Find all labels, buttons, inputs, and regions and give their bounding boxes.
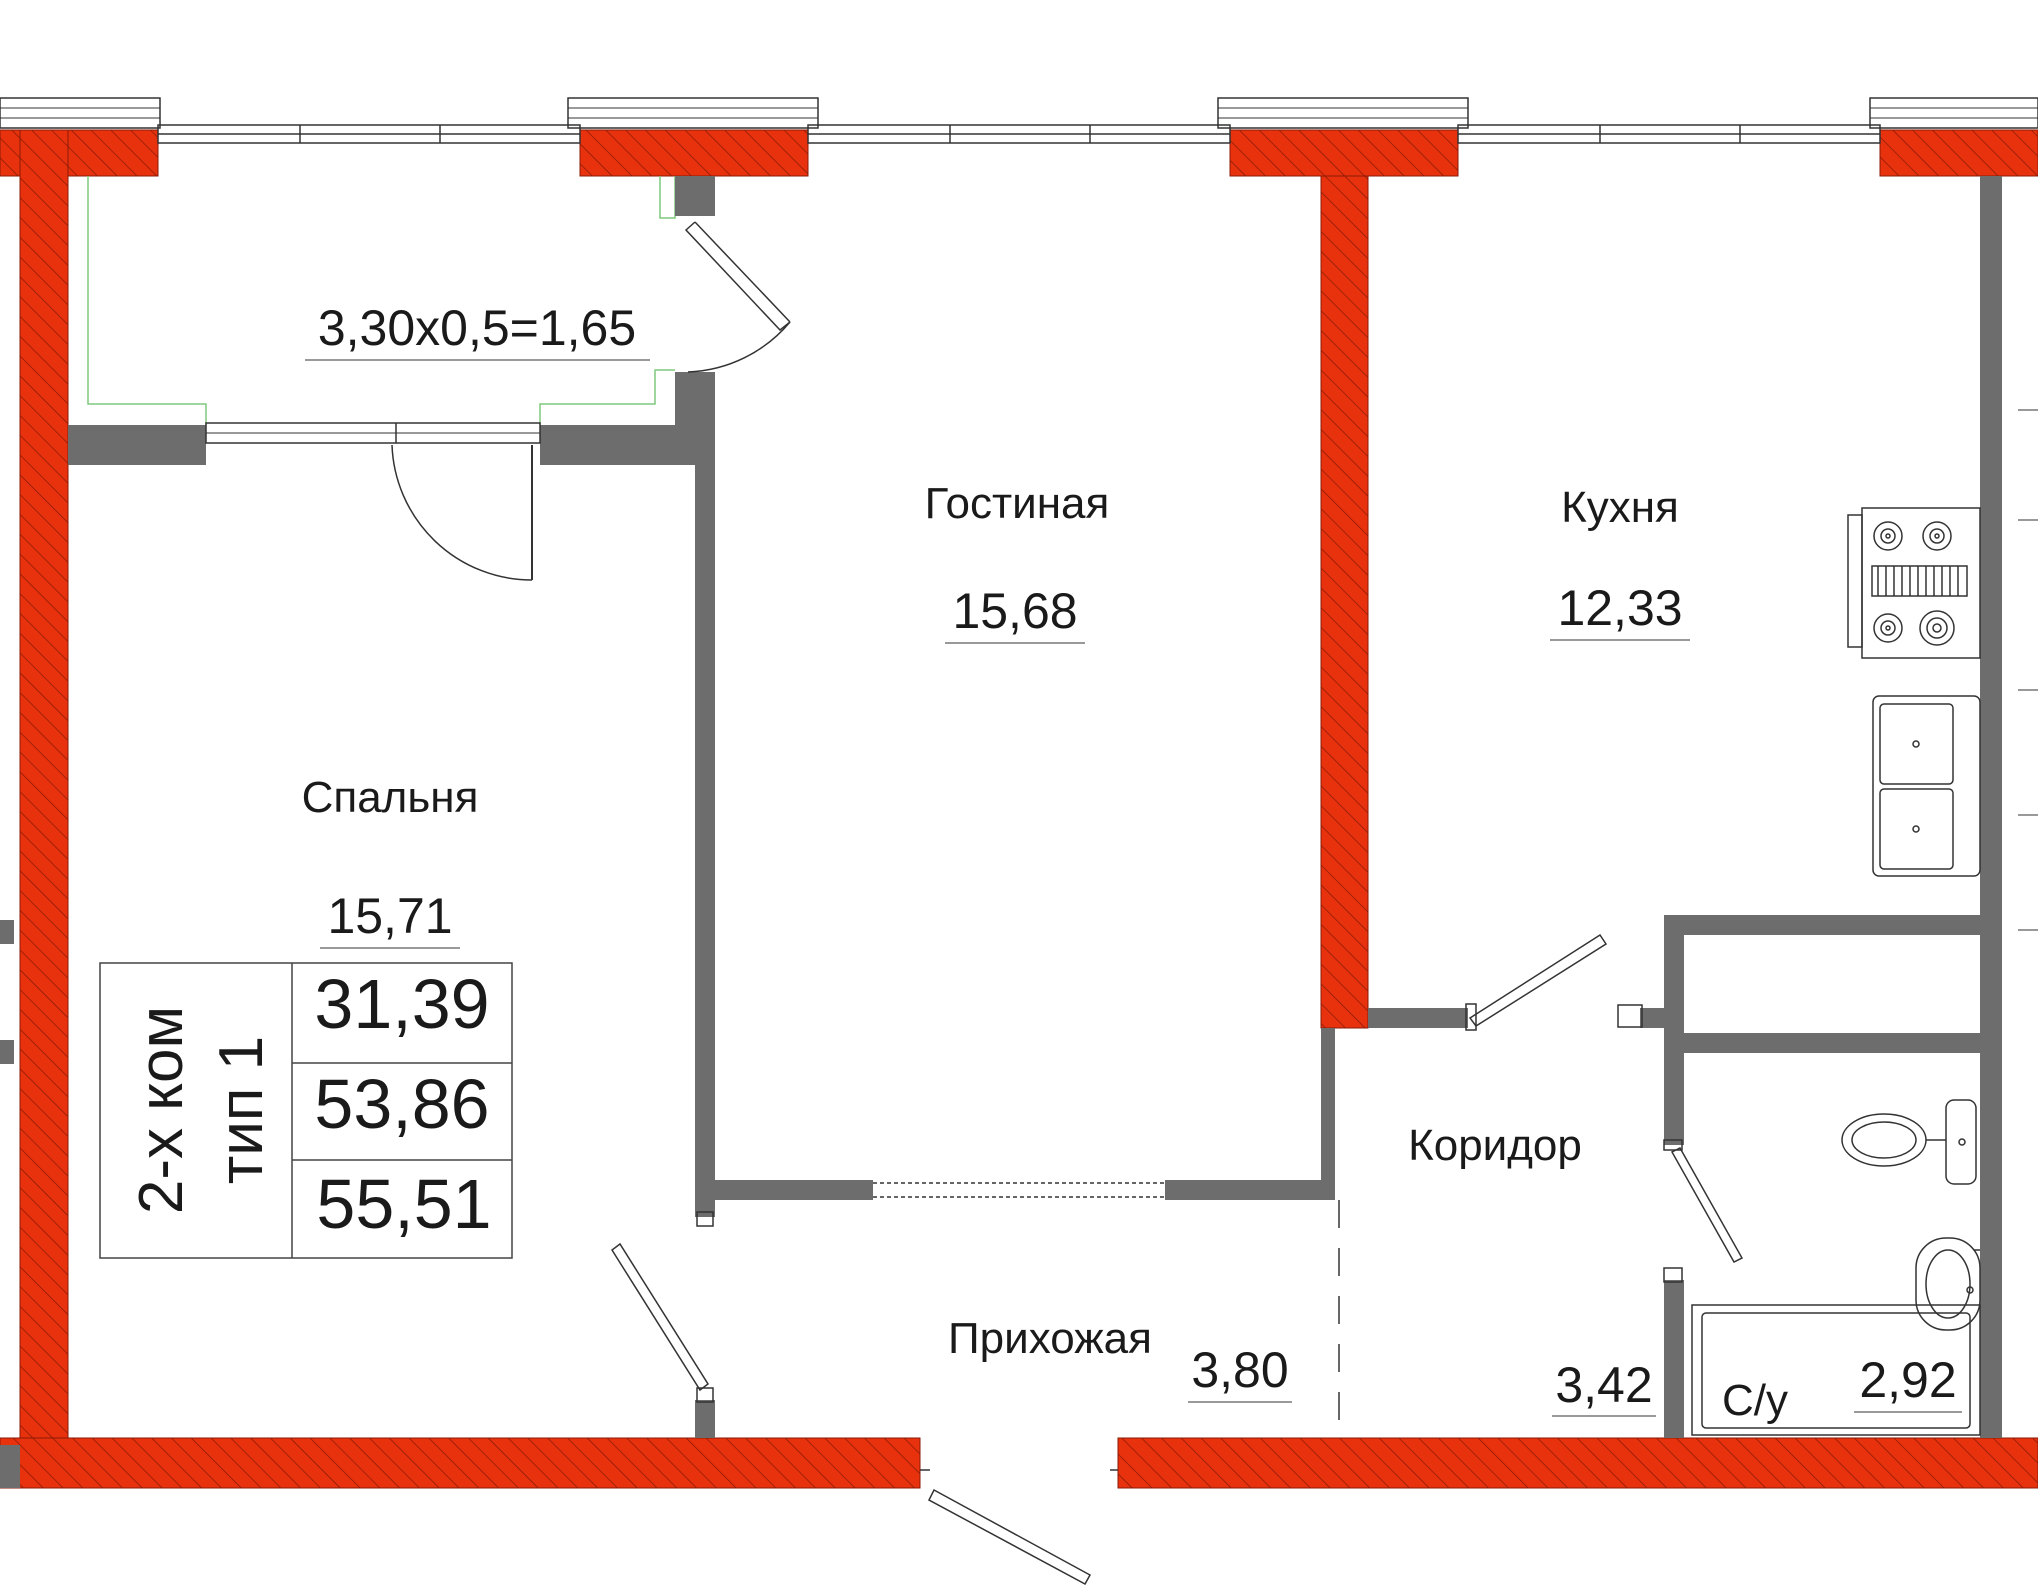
wall-bath-mid xyxy=(1684,1033,1980,1053)
right-edge-ticks xyxy=(2018,409,2038,931)
wall-bath-low xyxy=(1664,1280,1684,1438)
balcony-pier-low xyxy=(675,372,715,465)
living-area-value: 31,39 xyxy=(314,965,489,1043)
wall-hall-stub xyxy=(695,1400,715,1438)
sink-icon xyxy=(1872,695,1981,877)
balcony-pier-top xyxy=(675,176,715,216)
living-room-name: Гостиная xyxy=(925,479,1110,528)
bathroom-name: С/у xyxy=(1722,1376,1788,1425)
bedroom-name: Спальня xyxy=(302,773,479,822)
interior-walls xyxy=(695,176,2002,1438)
wall-living-corridor xyxy=(1321,1028,1335,1200)
balcony-side-door-swing xyxy=(684,221,791,332)
wall-right-outer xyxy=(1980,176,2002,1438)
wall-bottom-right xyxy=(1117,1437,2038,1489)
doors xyxy=(610,933,1744,1585)
wall-top-right-pier xyxy=(1879,129,2038,177)
exterior-walls xyxy=(0,129,2038,1489)
balcony xyxy=(68,176,791,581)
bedroom-area: 15,71 xyxy=(327,888,452,944)
wall-bedroom-living xyxy=(695,465,715,1217)
wall-bath-stub xyxy=(1640,1008,1664,1028)
apartment-type-line2: тип 1 xyxy=(207,1036,276,1184)
living-room-area: 15,68 xyxy=(952,583,1077,639)
windows-top xyxy=(0,97,2038,144)
total-with-balcony-value: 55,51 xyxy=(316,1165,491,1243)
apartment-type-line1: 2-х ком xyxy=(127,1006,196,1214)
kitchen-area: 12,33 xyxy=(1557,580,1682,636)
wall-living-bottom-right xyxy=(1165,1180,1335,1200)
window-sill-lines xyxy=(0,107,2038,119)
corridor-name: Коридор xyxy=(1408,1121,1582,1170)
hall-name: Прихожая xyxy=(948,1314,1152,1363)
washbasin-icon xyxy=(1915,1237,1981,1331)
wall-kitchen-corridor xyxy=(1368,1008,1468,1028)
balcony-area-label: 3,30х0,5=1,65 xyxy=(318,300,636,356)
wall-top-pier-3 xyxy=(1229,129,1459,177)
balcony-wall-left xyxy=(68,425,206,465)
toilet-icon xyxy=(1841,1099,1977,1185)
bathroom-area: 2,92 xyxy=(1859,1352,1956,1408)
hall-area: 3,80 xyxy=(1191,1342,1288,1398)
wall-living-kitchen xyxy=(1320,175,1369,1029)
left-edge-stubs xyxy=(0,920,20,1488)
wall-left xyxy=(19,129,69,1489)
wall-bottom-left xyxy=(0,1437,921,1489)
bathtub-icon xyxy=(1691,1304,1981,1436)
wall-bath-vertical xyxy=(1664,915,1684,1145)
balcony-door-swing xyxy=(391,444,533,581)
wall-top-pier-2 xyxy=(579,129,809,177)
stove-icon xyxy=(1847,507,1981,659)
wall-bath-top xyxy=(1664,915,1980,935)
wall-living-bottom-left xyxy=(715,1180,873,1200)
area-summary-table xyxy=(99,962,513,1259)
corridor-area: 3,42 xyxy=(1555,1357,1652,1413)
total-area-value: 53,86 xyxy=(314,1065,489,1143)
kitchen-name: Кухня xyxy=(1561,483,1679,532)
